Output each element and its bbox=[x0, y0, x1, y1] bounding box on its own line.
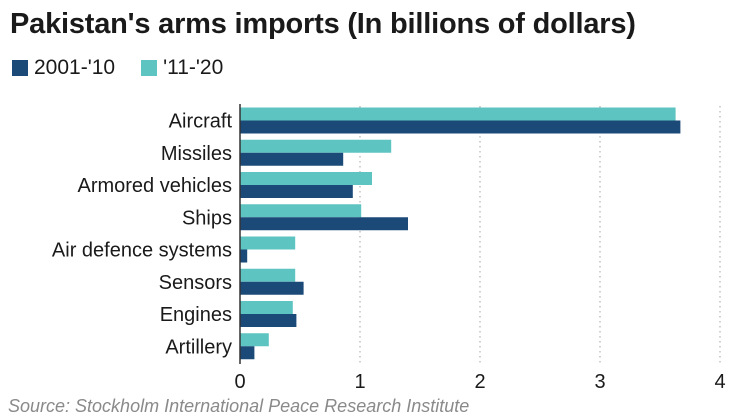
source-note: Source: Stockholm International Peace Re… bbox=[8, 396, 470, 416]
category-label-aircraft: Aircraft bbox=[169, 111, 233, 133]
bar-ships-2001-10 bbox=[240, 217, 408, 231]
legend-label-2001-10: 2001-'10 bbox=[34, 56, 116, 79]
bar-engines-11-20 bbox=[240, 301, 293, 314]
bar-engines-2001-10 bbox=[240, 314, 297, 327]
legend: 2001-'10 '11-'20 bbox=[12, 56, 249, 80]
bar-armored-vehicles-2001-10 bbox=[240, 185, 353, 198]
bar-missiles-2001-10 bbox=[240, 152, 344, 166]
bar-sensors-11-20 bbox=[240, 268, 296, 282]
category-label-missiles: Missiles bbox=[161, 143, 232, 165]
bar-armored-vehicles-11-20 bbox=[240, 172, 372, 185]
bar-artillery-2001-10 bbox=[240, 346, 255, 360]
bar-artillery-11-20 bbox=[240, 333, 269, 347]
x-tick-label-3: 3 bbox=[594, 371, 605, 393]
legend-label-11-20: '11-'20 bbox=[163, 56, 224, 79]
category-label-ships: Ships bbox=[182, 207, 232, 229]
category-label-artillery: Artillery bbox=[165, 336, 232, 358]
bar-aircraft-2001-10 bbox=[240, 120, 681, 134]
category-label-air-defence-systems: Air defence systems bbox=[52, 240, 232, 262]
x-tick-label-2: 2 bbox=[474, 371, 485, 393]
legend-item-2001-10: 2001-'10 bbox=[12, 56, 115, 80]
bar-aircraft-11-20 bbox=[240, 107, 676, 121]
x-tick-label-4: 4 bbox=[714, 371, 725, 393]
bar-ships-11-20 bbox=[240, 204, 362, 218]
legend-item-11-20: '11-'20 bbox=[141, 56, 223, 80]
bar-air-defence-systems-2001-10 bbox=[240, 249, 248, 263]
category-label-sensors: Sensors bbox=[159, 272, 232, 294]
bar-missiles-11-20 bbox=[240, 139, 392, 153]
legend-swatch-2001-10 bbox=[12, 60, 28, 76]
bar-air-defence-systems-11-20 bbox=[240, 236, 296, 250]
chart-title: Pakistan's arms imports (In billions of … bbox=[10, 8, 636, 40]
category-label-armored-vehicles: Armored vehicles bbox=[77, 175, 232, 197]
category-label-engines: Engines bbox=[160, 304, 232, 326]
x-tick-label-0: 0 bbox=[234, 371, 245, 393]
bar-sensors-2001-10 bbox=[240, 281, 304, 295]
x-tick-label-1: 1 bbox=[354, 371, 365, 393]
legend-swatch-11-20 bbox=[141, 60, 158, 76]
